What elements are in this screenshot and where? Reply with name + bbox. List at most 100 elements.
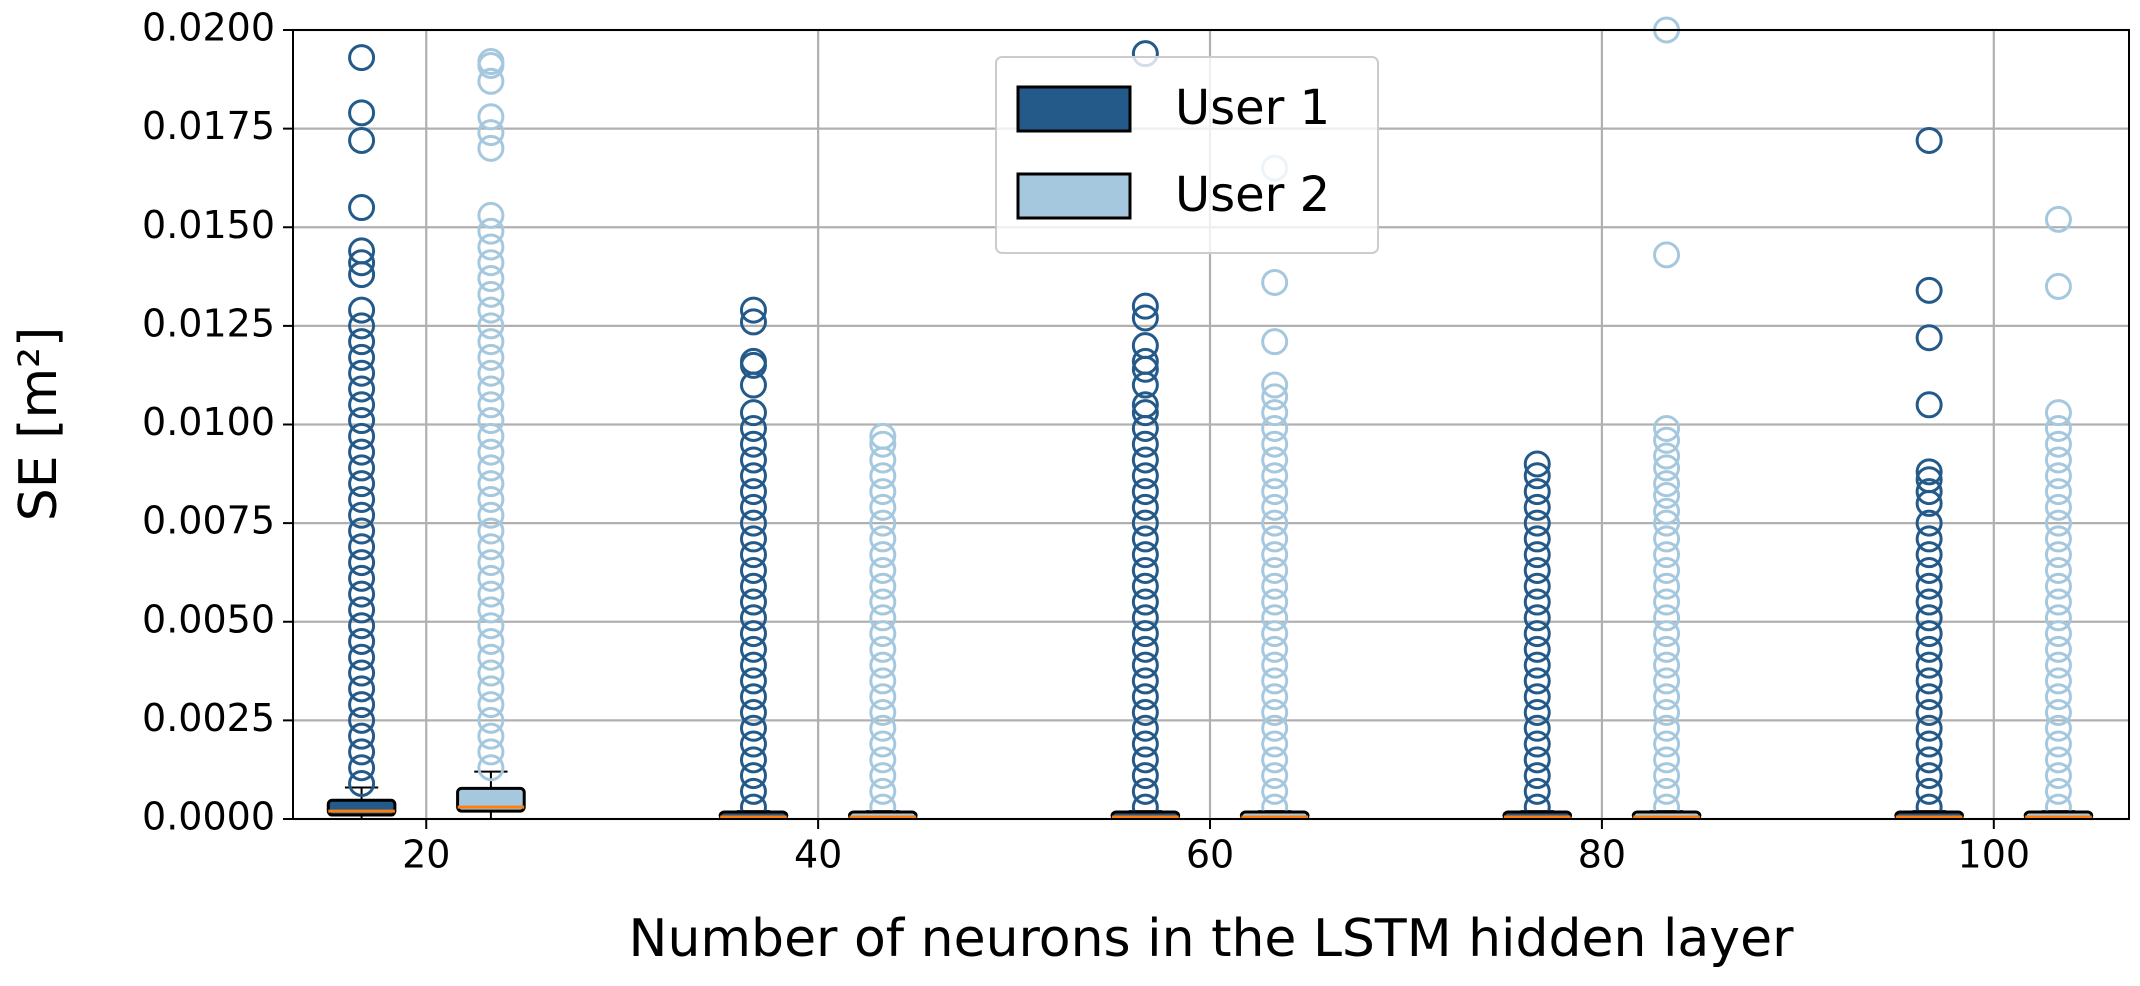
- outlier: [869, 478, 897, 506]
- outlier: [1915, 620, 1943, 648]
- outlier: [1523, 762, 1551, 790]
- outlier: [869, 604, 897, 632]
- outlier: [348, 454, 376, 482]
- outlier: [1915, 391, 1943, 419]
- outlier: [1653, 746, 1681, 774]
- outlier: [1131, 347, 1159, 375]
- outlier: [477, 517, 505, 545]
- x-axis-title: Number of neurons in the LSTM hidden lay…: [629, 909, 1795, 969]
- outlier: [1261, 414, 1289, 442]
- outlier: [1653, 509, 1681, 537]
- outlier: [1915, 541, 1943, 569]
- outlier: [1131, 635, 1159, 663]
- outlier: [348, 422, 376, 450]
- x-tick-label: 80: [1578, 833, 1626, 877]
- outlier: [348, 407, 376, 435]
- outlier: [739, 635, 767, 663]
- outlier: [477, 754, 505, 782]
- outlier: [739, 762, 767, 790]
- y-tick-label: 0.0050: [142, 597, 275, 641]
- outlier: [739, 604, 767, 632]
- outlier: [1653, 714, 1681, 742]
- outlier: [1261, 430, 1289, 458]
- outlier: [739, 556, 767, 584]
- outlier: [1131, 714, 1159, 742]
- outlier: [348, 359, 376, 387]
- outlier: [348, 580, 376, 608]
- outlier: [1523, 667, 1551, 695]
- outlier: [348, 659, 376, 687]
- outlier: [1653, 241, 1681, 269]
- outlier: [1261, 683, 1289, 711]
- outlier: [739, 714, 767, 742]
- outlier: [1915, 730, 1943, 758]
- outlier: [477, 296, 505, 324]
- outlier: [348, 237, 376, 265]
- outlier: [1261, 541, 1289, 569]
- outlier: [1653, 651, 1681, 679]
- outlier: [1131, 588, 1159, 616]
- outlier: [1131, 541, 1159, 569]
- outlier: [348, 627, 376, 655]
- outlier: [1915, 604, 1943, 632]
- outlier: [2044, 620, 2072, 648]
- outlier: [477, 407, 505, 435]
- outlier: [348, 564, 376, 592]
- outlier: [739, 430, 767, 458]
- outlier: [477, 485, 505, 513]
- outlier: [869, 572, 897, 600]
- outlier: [1653, 730, 1681, 758]
- outlier: [477, 375, 505, 403]
- outlier: [348, 438, 376, 466]
- outlier: [1653, 793, 1681, 819]
- plot-area: [326, 16, 2094, 819]
- outlier: [1915, 635, 1943, 663]
- outlier: [477, 280, 505, 308]
- outlier: [869, 793, 897, 819]
- outlier: [1523, 525, 1551, 553]
- outlier: [739, 698, 767, 726]
- outlier: [348, 44, 376, 72]
- outlier: [477, 627, 505, 655]
- outlier: [869, 541, 897, 569]
- outlier: [1915, 698, 1943, 726]
- outlier: [2044, 604, 2072, 632]
- outlier: [2044, 762, 2072, 790]
- outlier: [348, 754, 376, 782]
- x-tick-label: 100: [1958, 833, 2031, 877]
- outlier: [869, 525, 897, 553]
- outlier: [869, 683, 897, 711]
- outlier: [739, 777, 767, 805]
- outlier: [2044, 651, 2072, 679]
- outlier: [1523, 793, 1551, 819]
- outlier: [869, 556, 897, 584]
- outlier: [477, 48, 505, 76]
- outlier: [1915, 762, 1943, 790]
- outlier: [1261, 604, 1289, 632]
- outlier: [348, 126, 376, 154]
- outlier: [869, 620, 897, 648]
- outlier: [1131, 793, 1159, 819]
- y-tick-label: 0.0025: [142, 696, 275, 740]
- outlier: [739, 588, 767, 616]
- outlier: [1523, 588, 1551, 616]
- outlier: [1653, 525, 1681, 553]
- outlier: [1261, 572, 1289, 600]
- outlier: [739, 414, 767, 442]
- outlier: [2044, 588, 2072, 616]
- outlier: [477, 391, 505, 419]
- outlier: [1915, 572, 1943, 600]
- outlier: [2044, 205, 2072, 233]
- outlier: [477, 564, 505, 592]
- outlier: [1653, 777, 1681, 805]
- outlier: [1261, 383, 1289, 411]
- outlier: [869, 651, 897, 679]
- outlier: [739, 730, 767, 758]
- outlier: [739, 347, 767, 375]
- outlier: [477, 501, 505, 529]
- outlier: [1653, 497, 1681, 525]
- outlier: [2044, 572, 2072, 600]
- outlier: [1261, 371, 1289, 399]
- outlier: [1915, 466, 1943, 494]
- outlier: [477, 217, 505, 245]
